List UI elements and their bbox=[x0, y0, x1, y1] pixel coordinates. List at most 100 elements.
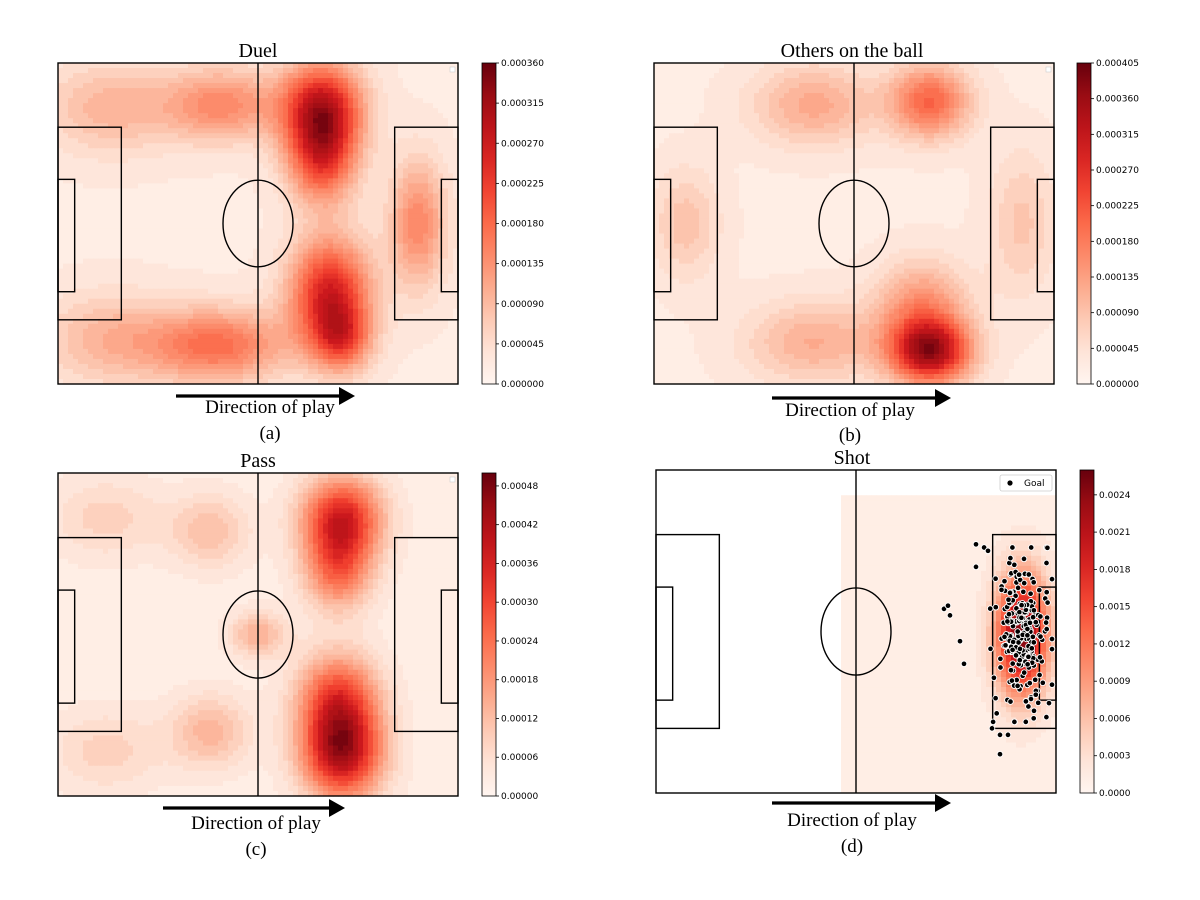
heatmap-cell bbox=[238, 113, 244, 119]
heatmap-cell bbox=[103, 113, 109, 119]
heatmap-cell bbox=[253, 133, 259, 139]
heatmap-cell bbox=[383, 183, 389, 189]
heatmap-cell bbox=[148, 268, 154, 275]
heatmap-cell bbox=[263, 68, 269, 74]
heatmap-cell bbox=[248, 233, 254, 240]
heatmap-cell bbox=[438, 63, 444, 69]
heatmap-cell bbox=[443, 128, 449, 134]
heatmap-cell bbox=[223, 368, 229, 375]
heatmap-cell bbox=[368, 288, 374, 295]
heatmap-cell bbox=[168, 283, 174, 290]
heatmap-cell bbox=[323, 68, 329, 74]
heatmap-cell bbox=[303, 328, 309, 335]
heatmap-cell bbox=[343, 258, 349, 265]
heatmap-cell bbox=[343, 238, 349, 245]
heatmap-cell bbox=[288, 208, 294, 215]
heatmap-cell bbox=[203, 118, 209, 124]
heatmap-cell bbox=[403, 353, 409, 360]
heatmap-cell bbox=[423, 248, 429, 255]
heatmap-cell bbox=[263, 123, 269, 129]
heatmap-cell bbox=[78, 108, 84, 114]
heatmap-cell bbox=[123, 103, 129, 109]
heatmap-cell bbox=[113, 368, 119, 375]
heatmap-cell bbox=[313, 333, 319, 340]
heatmap-cell bbox=[328, 283, 334, 290]
heatmap-cell bbox=[138, 163, 144, 169]
heatmap-cell bbox=[153, 283, 159, 290]
heatmap-cell bbox=[373, 238, 379, 245]
heatmap-cell bbox=[228, 83, 234, 89]
heatmap-cell bbox=[313, 173, 319, 179]
heatmap-cell bbox=[248, 213, 254, 220]
heatmap-cell bbox=[373, 68, 379, 74]
heatmap-cell bbox=[63, 258, 69, 265]
heatmap-cell bbox=[413, 118, 419, 124]
heatmap-cell bbox=[183, 283, 189, 290]
heatmap-cell bbox=[173, 233, 179, 240]
heatmap-cell bbox=[238, 63, 244, 69]
heatmap-cell bbox=[443, 248, 449, 255]
heatmap-cell bbox=[78, 148, 84, 154]
heatmap-cell bbox=[448, 318, 454, 325]
heatmap-cell bbox=[433, 363, 439, 370]
heatmap-cell bbox=[183, 233, 189, 240]
heatmap-cell bbox=[433, 68, 439, 74]
heatmap-cell bbox=[323, 93, 329, 99]
heatmap-cell bbox=[363, 243, 369, 250]
heatmap-cell bbox=[128, 63, 134, 69]
heatmap-cell bbox=[63, 203, 69, 210]
heatmap-cell bbox=[253, 208, 259, 215]
heatmap-cell bbox=[123, 128, 129, 134]
heatmap-cell bbox=[293, 153, 299, 159]
heatmap-cell bbox=[168, 293, 174, 300]
heatmap-cell bbox=[78, 233, 84, 240]
heatmap-cell bbox=[333, 193, 339, 200]
heatmap-cell bbox=[443, 233, 449, 240]
heatmap-cell bbox=[368, 363, 374, 370]
heatmap-cell bbox=[143, 73, 149, 79]
heatmap-cell bbox=[398, 83, 404, 89]
heatmap-cell bbox=[198, 278, 204, 285]
heatmap-cell bbox=[438, 338, 444, 345]
heatmap-cell bbox=[398, 348, 404, 355]
heatmap-cell bbox=[258, 233, 264, 240]
heatmap-cell bbox=[383, 103, 389, 109]
heatmap-cell bbox=[313, 108, 319, 114]
heatmap-cell bbox=[358, 128, 364, 134]
heatmap-cell bbox=[178, 343, 184, 350]
heatmap-cell bbox=[333, 228, 339, 235]
heatmap-cell bbox=[58, 358, 64, 365]
heatmap-cell bbox=[153, 173, 159, 179]
heatmap-cell bbox=[103, 78, 109, 84]
heatmap-cell bbox=[393, 118, 399, 124]
heatmap-cell bbox=[433, 303, 439, 310]
heatmap-cell bbox=[83, 158, 89, 164]
heatmap-cell bbox=[453, 358, 459, 365]
heatmap-cell bbox=[118, 93, 124, 99]
heatmap-cell bbox=[63, 243, 69, 250]
heatmap-cell bbox=[118, 343, 124, 350]
heatmap-cell bbox=[363, 348, 369, 355]
heatmap-cell bbox=[318, 93, 324, 99]
heatmap-cell bbox=[328, 213, 334, 220]
heatmap-cell bbox=[303, 268, 309, 275]
heatmap-cell bbox=[418, 183, 424, 189]
heatmap-cell bbox=[303, 323, 309, 330]
heatmap-cell bbox=[133, 163, 139, 169]
heatmap-cell bbox=[263, 358, 269, 365]
heatmap-cell bbox=[153, 288, 159, 295]
heatmap-cell bbox=[183, 343, 189, 350]
heatmap-cell bbox=[313, 208, 319, 215]
heatmap-cell bbox=[58, 188, 64, 195]
heatmap-cell bbox=[218, 258, 224, 265]
heatmap-cell bbox=[298, 93, 304, 99]
heatmap-cell bbox=[283, 158, 289, 164]
heatmap-cell bbox=[368, 108, 374, 114]
heatmap-cell bbox=[68, 278, 74, 285]
heatmap-cell bbox=[98, 208, 104, 215]
heatmap-cell bbox=[403, 238, 409, 245]
heatmap-cell bbox=[128, 368, 134, 375]
heatmap-cell bbox=[378, 313, 384, 320]
heatmap-cell bbox=[423, 133, 429, 139]
heatmap-cell bbox=[133, 123, 139, 129]
